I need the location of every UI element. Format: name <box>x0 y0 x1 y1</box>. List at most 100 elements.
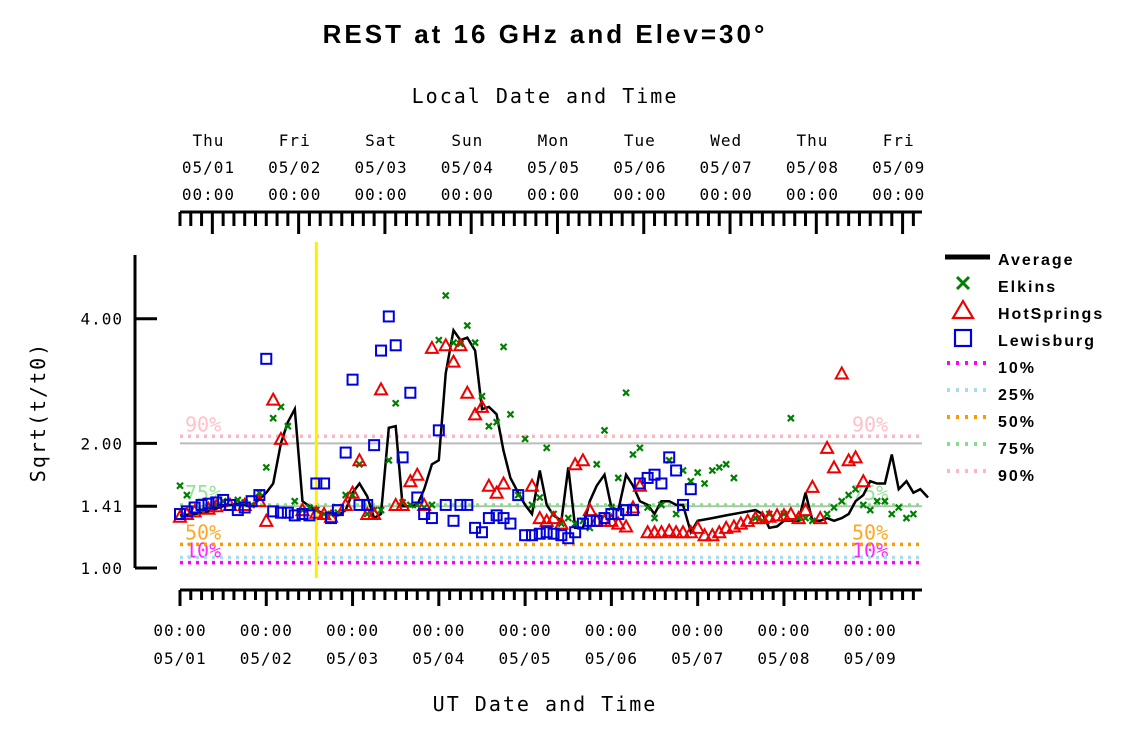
elkins-point <box>830 503 838 512</box>
elkins-point <box>894 503 903 512</box>
top-tick-dow: Fri <box>883 131 915 150</box>
lewisburg-point <box>396 451 409 464</box>
elkins-point <box>428 501 436 509</box>
elkins-point <box>262 463 271 472</box>
lewisburg-point <box>245 495 258 508</box>
elkins-point <box>722 460 730 469</box>
top-tick-date: 05/09 <box>872 158 925 177</box>
lewisburg-point <box>267 505 280 518</box>
top-tick-date: 05/02 <box>268 158 321 177</box>
lewisburg-point <box>368 439 381 452</box>
elkins-point <box>592 460 601 469</box>
hotsprings-point <box>344 484 361 499</box>
legend-triangle-swatch <box>951 298 975 320</box>
elkins-point <box>514 491 522 499</box>
top-tick-time: 00:00 <box>786 185 839 204</box>
average-line <box>179 327 929 536</box>
hotsprings-point <box>438 337 454 352</box>
elkins-point <box>183 491 191 499</box>
top-tick-dow: Sat <box>365 131 397 150</box>
legend-label: Average <box>998 252 1075 269</box>
lewisburg-point <box>180 505 193 518</box>
hotsprings-point <box>495 475 512 490</box>
elkins-point <box>536 493 544 502</box>
top-tick-dow: Tue <box>624 131 656 150</box>
lewisburg-point <box>195 498 208 511</box>
top-tick-time: 00:00 <box>182 185 235 204</box>
elkins-point <box>176 481 184 490</box>
top-tick-date: 05/07 <box>700 158 753 177</box>
hotsprings-point <box>545 509 562 525</box>
x-tick-date: 05/08 <box>757 649 810 668</box>
lewisburg-point <box>425 512 438 525</box>
hotsprings-point <box>790 509 807 525</box>
hotsprings-point <box>481 477 497 492</box>
percentile-label: 50% <box>852 520 888 544</box>
elkins-point <box>600 426 609 435</box>
top-tick-date: 05/04 <box>441 158 494 177</box>
elkins-point <box>385 456 393 465</box>
lewisburg-point <box>324 512 337 525</box>
elkins-point <box>708 466 717 475</box>
lewisburg-point <box>677 498 690 511</box>
elkins-point <box>622 388 630 397</box>
lewisburg-point <box>353 498 366 511</box>
hotsprings-point <box>675 524 691 539</box>
x-tick-date: 05/02 <box>240 649 293 668</box>
lewisburg-point <box>555 529 568 542</box>
hotsprings-point <box>711 524 727 539</box>
hotsprings-point <box>804 478 821 493</box>
lewisburg-point <box>519 529 532 542</box>
lewisburg-point <box>670 464 683 477</box>
lewisburg-point <box>626 504 639 517</box>
legend-label: 90% <box>998 468 1036 485</box>
legend-item: Elkins <box>955 275 1057 296</box>
top-tick-date: 05/01 <box>182 158 235 177</box>
x-tick-time: 00:00 <box>585 621 638 640</box>
lewisburg-point <box>174 508 186 521</box>
elkins-point <box>629 450 637 459</box>
hotsprings-point <box>445 353 462 368</box>
y-tick-label: 1.00 <box>80 559 123 578</box>
elkins-point <box>643 503 652 512</box>
elkins-point <box>528 501 536 509</box>
legend-label: Elkins <box>998 279 1057 296</box>
hotsprings-point <box>603 512 620 527</box>
lewisburg-point <box>620 504 633 517</box>
hotsprings-point <box>618 518 634 533</box>
elkins-point <box>859 501 868 509</box>
hotsprings-point <box>855 473 872 488</box>
elkins-point <box>449 338 458 347</box>
elkins-point <box>521 435 529 443</box>
lewisburg-point <box>583 514 596 527</box>
percentile-label: 10% <box>185 539 221 563</box>
hotsprings-point <box>452 337 469 352</box>
percentile-lines: 10% 10%50% 50%75% 75%90% 90% <box>180 412 922 565</box>
elkins-point <box>471 338 479 347</box>
lewisburg-point <box>296 508 309 521</box>
legend-label: 10% <box>998 360 1036 377</box>
lewisburg-point <box>590 514 603 527</box>
lewisburg-point <box>389 339 402 352</box>
lewisburg-point <box>454 498 467 511</box>
percentile-label: 90% <box>852 412 888 436</box>
lewisburg-point <box>411 491 424 504</box>
lewisburg-point <box>339 446 352 459</box>
hotsprings-point <box>834 365 850 380</box>
hotsprings-point <box>783 505 799 521</box>
elkins-point <box>650 514 659 522</box>
hotsprings-point <box>847 449 864 464</box>
lewisburg-point <box>461 498 474 511</box>
hotsprings-point <box>351 452 368 467</box>
elkins-point <box>614 474 623 482</box>
lewisburg-point <box>533 527 546 540</box>
top-tick-dow: Sun <box>451 131 483 150</box>
lewisburg-point <box>482 512 495 525</box>
series-elkins <box>176 291 918 532</box>
elkins-point <box>499 343 508 351</box>
hotsprings-point <box>524 477 540 492</box>
lewisburg-point <box>231 504 244 517</box>
elkins-point <box>693 468 702 477</box>
legend-item: 10% <box>947 360 1036 377</box>
hotsprings-point <box>661 522 677 537</box>
